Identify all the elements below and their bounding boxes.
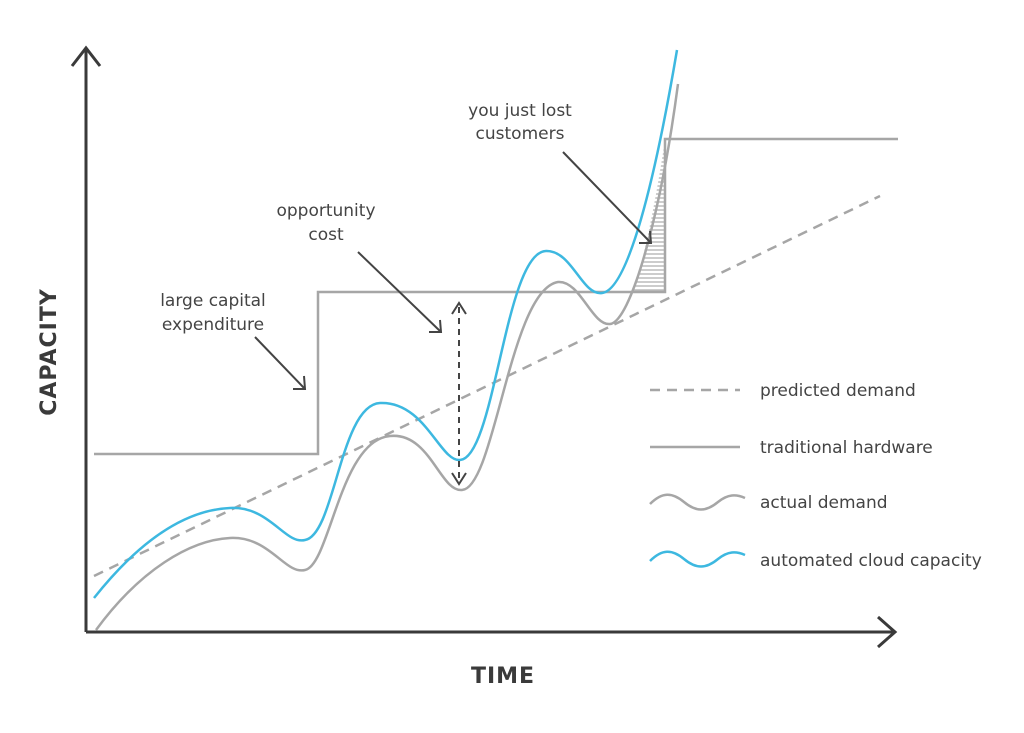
- x-axis-title: TIME: [471, 664, 535, 689]
- lost-customers-label-line1: you just lost: [468, 101, 572, 121]
- lost-customers-label-line2: customers: [476, 124, 565, 144]
- x-axis-arrowhead: [877, 615, 898, 649]
- legend-actual-swatch: [649, 493, 746, 511]
- legend: predicted demand traditional hardware ac…: [649, 381, 982, 571]
- opportunity-label-line2: cost: [308, 225, 344, 245]
- legend-predicted-label: predicted demand: [760, 381, 916, 401]
- cloud-capacity-curve: [93, 49, 679, 599]
- lost-customers-arrow: [562, 151, 653, 244]
- lost-customers-area: [633, 140, 665, 291]
- y-axis-arrowhead: [70, 45, 102, 67]
- capital-label-line2: expenditure: [162, 315, 264, 335]
- arrowhead-down: [451, 472, 467, 486]
- legend-cloud-swatch: [649, 550, 746, 568]
- capital-label-line1: large capital: [160, 291, 266, 311]
- legend-cloud-label: automated cloud capacity: [760, 551, 982, 571]
- y-axis-title: CAPACITY: [37, 288, 62, 416]
- opportunity-cost-indicator: [451, 301, 467, 486]
- actual-demand-curve: [94, 83, 680, 631]
- axes: [70, 45, 898, 649]
- traditional-hardware-line: [94, 137, 898, 456]
- predicted-demand-line: [93, 194, 881, 578]
- arrowhead-up: [451, 301, 467, 315]
- legend-actual-label: actual demand: [760, 493, 888, 513]
- legend-traditional-label: traditional hardware: [760, 438, 933, 458]
- opportunity-label-line1: opportunity: [276, 201, 375, 221]
- opportunity-arrow: [357, 251, 443, 333]
- capital-arrow: [254, 336, 307, 390]
